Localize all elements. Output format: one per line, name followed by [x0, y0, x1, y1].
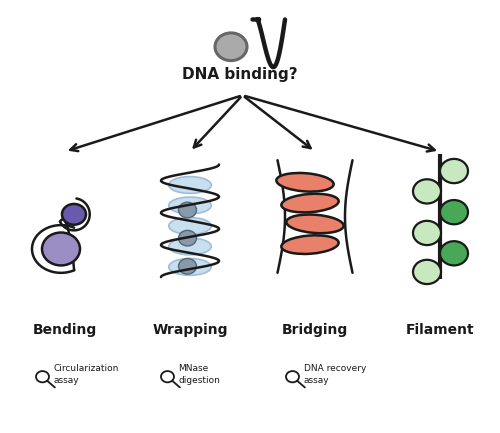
Circle shape: [413, 179, 441, 204]
Circle shape: [440, 241, 468, 265]
Circle shape: [440, 200, 468, 224]
Text: Filament: Filament: [406, 323, 474, 336]
Text: DNA recovery
assay: DNA recovery assay: [304, 364, 366, 385]
Ellipse shape: [169, 238, 211, 255]
Text: MNase
digestion: MNase digestion: [178, 364, 220, 385]
Ellipse shape: [282, 235, 339, 254]
Circle shape: [215, 33, 247, 61]
Circle shape: [62, 204, 86, 225]
Circle shape: [42, 233, 80, 265]
Ellipse shape: [282, 194, 339, 213]
Circle shape: [178, 230, 196, 246]
Text: Wrapping: Wrapping: [152, 323, 228, 336]
Text: DNA binding?: DNA binding?: [182, 67, 298, 82]
Ellipse shape: [169, 177, 211, 194]
Circle shape: [178, 259, 196, 274]
Text: Circularization
assay: Circularization assay: [54, 364, 119, 385]
Ellipse shape: [169, 197, 211, 214]
Circle shape: [413, 221, 441, 245]
Circle shape: [440, 159, 468, 183]
Ellipse shape: [169, 217, 211, 234]
Ellipse shape: [169, 259, 211, 275]
Ellipse shape: [276, 173, 334, 192]
Ellipse shape: [286, 214, 344, 233]
Circle shape: [178, 202, 196, 218]
Circle shape: [413, 260, 441, 284]
Text: Bending: Bending: [33, 323, 97, 336]
Text: Bridging: Bridging: [282, 323, 348, 336]
